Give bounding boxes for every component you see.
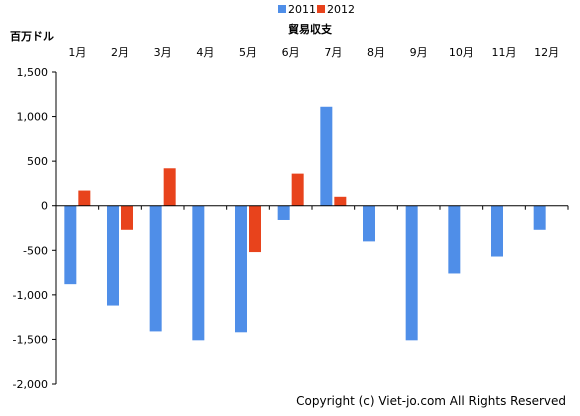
bar-2012-7月 — [334, 196, 347, 206]
bars — [64, 106, 546, 341]
month-label: 9月 — [410, 46, 428, 59]
legend-swatch-2012 — [317, 5, 325, 13]
month-label: 12月 — [534, 46, 559, 59]
y-tick-label: -2,000 — [13, 378, 48, 391]
zero-line-ticks — [98, 205, 569, 210]
month-label: 5月 — [239, 46, 257, 59]
month-label: 2月 — [111, 46, 129, 59]
bar-2011-12月 — [533, 205, 546, 230]
bar-2011-4月 — [192, 205, 205, 341]
bar-2011-7月 — [320, 106, 333, 206]
month-label: 11月 — [492, 46, 517, 59]
y-tick-label: 1,500 — [17, 66, 49, 79]
bar-2011-6月 — [277, 205, 290, 220]
month-label: 8月 — [367, 46, 385, 59]
copyright-text: Copyright (c) Viet-jo.com All Rights Res… — [296, 394, 566, 408]
month-label: 3月 — [154, 46, 172, 59]
bar-2011-11月 — [491, 205, 503, 257]
y-unit-label: 百万ドル — [10, 30, 54, 43]
legend-label-2011: 2011 — [288, 3, 316, 16]
chart-title: 貿易収支 — [288, 22, 333, 36]
bar-2012-3月 — [163, 168, 176, 206]
bar-2011-8月 — [363, 205, 375, 242]
y-tick-label: 0 — [41, 200, 48, 213]
month-label: 1月 — [68, 46, 86, 59]
bar-2012-5月 — [249, 205, 261, 253]
legend-swatch-2011 — [278, 5, 286, 13]
y-tick-label: -1,500 — [13, 333, 48, 346]
y-tick-label: 1,000 — [17, 111, 49, 124]
month-label: 10月 — [449, 46, 474, 59]
y-tick-label: -500 — [23, 244, 48, 257]
month-labels: 1月 2月 3月 4月 5月 6月 7月 8月 9月 10月 11月 12月 — [68, 46, 559, 59]
bar-2011-5月 — [235, 205, 247, 333]
bar-2012-2月 — [121, 205, 133, 230]
month-label: 7月 — [324, 46, 342, 59]
legend-label-2012: 2012 — [327, 3, 355, 16]
y-tick-label: 500 — [27, 155, 48, 168]
month-label: 6月 — [282, 46, 300, 59]
bar-2011-3月 — [149, 205, 162, 332]
y-tick-label: -1,000 — [13, 289, 48, 302]
bar-2011-2月 — [107, 205, 119, 306]
bar-2011-1月 — [64, 205, 77, 285]
bar-2011-9月 — [405, 205, 418, 341]
legend: 2011 2012 — [278, 3, 355, 16]
bar-2011-10月 — [448, 205, 461, 274]
bar-2012-1月 — [78, 190, 91, 206]
y-axis-ticks: 1,500 1,000 500 0 -500 -1,000 -1,500 -2,000 — [13, 66, 56, 391]
month-label: 4月 — [196, 46, 214, 59]
bar-2012-6月 — [291, 173, 304, 206]
